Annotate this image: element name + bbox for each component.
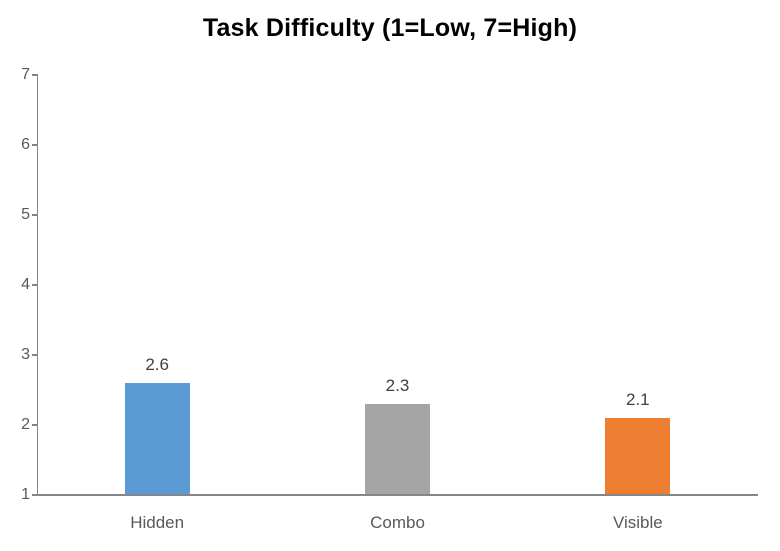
y-tick-label: 2 [21, 416, 30, 433]
y-tick-label: 3 [21, 346, 30, 363]
bar-hidden [124, 383, 190, 494]
y-tick-label: 6 [21, 136, 30, 153]
y-tick-label: 1 [21, 486, 30, 503]
y-tick-label: 4 [21, 276, 30, 293]
y-tick-mark [32, 74, 38, 76]
x-axis-line [33, 494, 758, 496]
chart-title: Task Difficulty (1=Low, 7=High) [202, 14, 578, 42]
y-tick-mark [32, 424, 38, 426]
y-tick-label: 7 [21, 66, 30, 83]
data-label-visible: 2.1 [626, 390, 650, 409]
y-tick-mark [32, 284, 38, 286]
y-tick-mark [32, 144, 38, 146]
y-tick-label: 5 [21, 206, 30, 223]
y-tick-mark [32, 354, 38, 356]
y-tick-mark [32, 214, 38, 216]
bar-combo [365, 404, 430, 494]
y-tick-mark [32, 494, 38, 496]
bar-visible [605, 418, 671, 494]
data-label-combo: 2.3 [385, 376, 410, 395]
category-label-visible: Visible [612, 513, 663, 532]
data-label-hidden: 2.6 [145, 355, 169, 374]
category-label-hidden: Hidden [130, 513, 185, 532]
category-label-combo: Combo [370, 513, 425, 532]
